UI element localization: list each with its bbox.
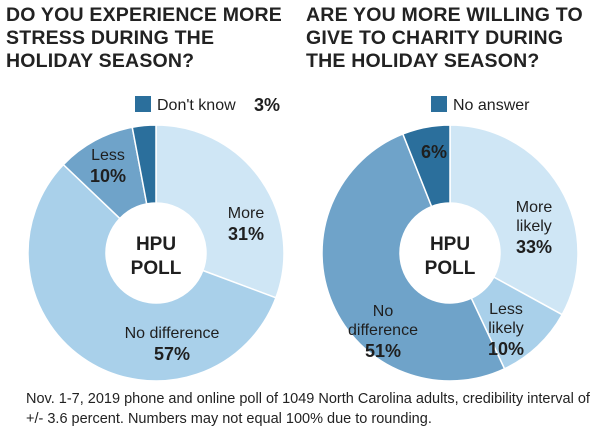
- legend-swatch: [431, 96, 447, 112]
- slice-label-more: More: [228, 205, 265, 222]
- donut-chart-charity: HPU POLL No answer More likely 33% Less likely 1…: [321, 96, 579, 382]
- slice-value-more: 31%: [228, 224, 264, 244]
- footnote: Nov. 1-7, 2019 phone and online poll of …: [26, 391, 590, 427]
- chart-title-charity: ARE YOU MORE WILLING TO GIVE TO CHARITY …: [306, 4, 583, 72]
- slice-label-more-likely: likely: [516, 218, 552, 235]
- slice-no-difference: [321, 133, 506, 382]
- slice-more-likely: [449, 124, 579, 316]
- center-label-hpu: HPU: [430, 234, 470, 255]
- slice-label-less: Less: [91, 147, 125, 164]
- chart-title-stress: DO YOU EXPERIENCE MORE STRESS DURING THE…: [6, 4, 283, 72]
- legend-label: Don't know: [157, 97, 236, 114]
- slice-label-no-difference: No difference: [125, 325, 220, 342]
- slice-don-t-know: [131, 124, 157, 205]
- slice-value-less: 10%: [90, 166, 126, 186]
- slice-no-difference: [27, 163, 277, 382]
- center-label-poll: POLL: [425, 258, 476, 279]
- slice-label-no-difference: difference: [348, 322, 418, 339]
- slice-value-no-difference: 57%: [154, 344, 190, 364]
- slice-label-more-likely: More: [516, 199, 553, 216]
- slice-value-less-likely: 10%: [488, 339, 524, 359]
- legend-label: No answer: [453, 97, 530, 114]
- donut-chart-stress: HPU POLL Don't know 3% More 31% No difference 5…: [27, 95, 285, 382]
- legend-value: 3%: [254, 95, 280, 115]
- chart-panel-charity: ARE YOU MORE WILLING TO GIVE TO CHARITY …: [300, 0, 600, 390]
- slice-value-more-likely: 33%: [516, 237, 552, 257]
- slice-label-no-difference: No: [373, 303, 394, 320]
- legend-swatch: [135, 96, 151, 112]
- slice-value-no-difference: 51%: [365, 341, 401, 361]
- center-label-hpu: HPU: [136, 234, 176, 255]
- slice-label-less-likely: likely: [488, 320, 524, 337]
- slice-value-no-answer: 6%: [421, 142, 447, 162]
- slice-no-answer: [401, 124, 451, 208]
- slice-label-less-likely: Less: [489, 301, 523, 318]
- chart-panel-stress: DO YOU EXPERIENCE MORE STRESS DURING THE…: [0, 0, 300, 390]
- center-label-poll: POLL: [131, 258, 182, 279]
- slice-more: [155, 124, 285, 299]
